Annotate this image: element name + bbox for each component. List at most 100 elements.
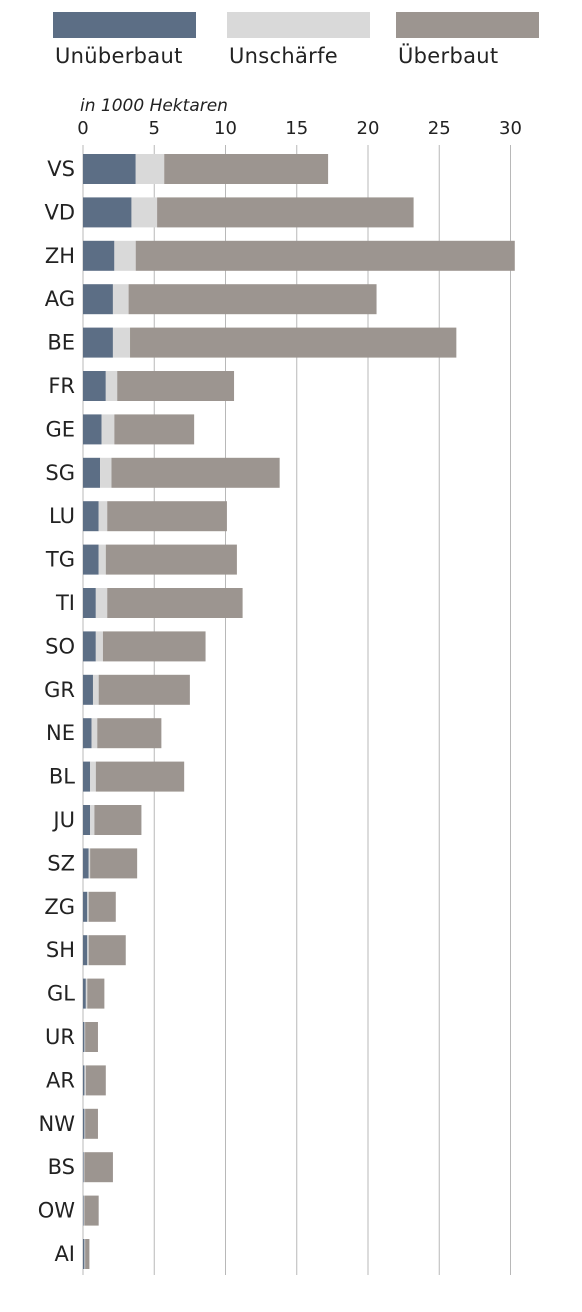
bar-ti-series-0 — [83, 588, 96, 618]
bar-ag-series-2 — [128, 284, 377, 315]
category-label-zh: ZH — [45, 244, 75, 268]
category-label-ar: AR — [46, 1068, 75, 1092]
bar-ne-series-1 — [91, 718, 98, 749]
legend-label-unueberbaut: Unüberbaut — [55, 44, 183, 68]
category-label-vs: VS — [47, 157, 75, 181]
bar-tg-series-2 — [105, 544, 237, 575]
bar-bs-series-1 — [83, 1152, 85, 1183]
bar-sz-series-1 — [88, 848, 91, 879]
category-label-ne: NE — [46, 721, 75, 745]
bar-ju-series-2 — [94, 805, 142, 835]
bar-sg-series-0 — [83, 457, 101, 488]
bar-ju-series-0 — [83, 805, 91, 835]
bar-sh-series-0 — [83, 935, 88, 966]
bar-ge-series-2 — [114, 414, 195, 445]
bar-bl-series-1 — [90, 761, 96, 792]
bar-bs-series-0 — [83, 1152, 84, 1183]
bar-vs-series-0 — [83, 154, 136, 184]
category-label-ow: OW — [38, 1199, 76, 1223]
bar-ge-series-1 — [101, 414, 115, 445]
bar-bl-series-0 — [83, 761, 91, 792]
x-axis-ticks: 0 5 10 15 20 25 30 — [77, 118, 522, 139]
bar-tg-series-1 — [98, 544, 106, 575]
bar-ag-series-1 — [112, 284, 129, 315]
x-tick-label: 10 — [214, 118, 237, 139]
category-label-so: SO — [45, 634, 75, 658]
bar-ne-series-2 — [97, 718, 162, 749]
bar-gr-series-0 — [83, 674, 93, 705]
bar-nw-series-0 — [83, 1108, 85, 1139]
category-label-zg: ZG — [44, 895, 75, 919]
bar-ti-series-2 — [107, 588, 243, 618]
bar-so-series-1 — [95, 631, 103, 662]
bar-ur-series-1 — [84, 1022, 86, 1052]
bar-ow-series-0 — [83, 1195, 84, 1226]
bar-ar-series-1 — [84, 1065, 86, 1096]
legend-label-ueberbaut: Überbaut — [398, 44, 499, 68]
x-tick-label: 5 — [149, 118, 160, 139]
bar-ai-series-0 — [83, 1239, 85, 1269]
bar-sz-series-0 — [83, 848, 89, 879]
bar-sz-series-2 — [90, 848, 138, 879]
bar-zh-series-1 — [114, 240, 136, 271]
category-label-vd: VD — [44, 200, 75, 224]
bar-fr-series-1 — [105, 371, 118, 401]
bar-ar-series-0 — [83, 1065, 85, 1096]
bar-sg-series-2 — [111, 457, 280, 488]
bar-ju-series-1 — [90, 805, 95, 835]
bar-nw-series-2 — [85, 1108, 98, 1139]
bar-bl-series-2 — [95, 761, 185, 792]
category-label-ti: TI — [55, 591, 75, 615]
bar-vs-series-1 — [135, 154, 165, 184]
bar-so-series-2 — [102, 631, 206, 662]
category-label-nw: NW — [39, 1112, 76, 1136]
bar-lu-series-2 — [107, 501, 227, 532]
bar-tg-series-0 — [83, 544, 99, 575]
category-label-gr: GR — [44, 678, 75, 702]
category-label-ai: AI — [54, 1242, 75, 1266]
bar-ow-series-2 — [84, 1195, 99, 1226]
bar-fr-series-0 — [83, 371, 106, 401]
bar-be-series-1 — [112, 327, 131, 358]
category-label-gl: GL — [47, 982, 75, 1006]
category-label-sz: SZ — [47, 851, 75, 875]
bar-gl-series-1 — [85, 978, 88, 1009]
bar-gl-series-0 — [83, 978, 86, 1009]
bar-sg-series-1 — [100, 457, 112, 488]
bar-zg-series-1 — [87, 891, 89, 922]
legend-swatch-unschaerfe — [227, 12, 370, 38]
bar-zh-series-2 — [135, 240, 515, 271]
bar-ne-series-0 — [83, 718, 92, 749]
bar-ar-series-2 — [85, 1065, 106, 1096]
bar-gr-series-2 — [98, 674, 190, 705]
category-label-fr: FR — [48, 374, 75, 398]
bar-ge-series-0 — [83, 414, 102, 445]
bar-vs-series-2 — [164, 154, 329, 184]
x-tick-label: 0 — [77, 118, 88, 139]
unit-label: in 1000 Hektaren — [80, 96, 228, 116]
bar-zg-series-2 — [88, 891, 116, 922]
x-tick-label: 15 — [285, 118, 308, 139]
category-label-lu: LU — [49, 504, 75, 528]
legend-swatch-unueberbaut — [53, 12, 196, 38]
bar-fr-series-2 — [117, 371, 235, 401]
bar-sh-series-2 — [88, 935, 126, 966]
category-label-ju: JU — [51, 808, 75, 832]
bar-ti-series-1 — [95, 588, 108, 618]
grid — [82, 145, 511, 1275]
bar-be-series-2 — [130, 327, 457, 358]
bars — [83, 154, 515, 1269]
bar-ai-series-2 — [85, 1239, 90, 1269]
bar-sh-series-1 — [87, 935, 89, 966]
bar-be-series-0 — [83, 327, 113, 358]
bar-zg-series-0 — [83, 891, 88, 922]
bar-zh-series-0 — [83, 240, 115, 271]
bar-bs-series-2 — [84, 1152, 113, 1183]
bar-lu-series-0 — [83, 501, 99, 532]
category-label-bl: BL — [49, 765, 75, 789]
category-label-sg: SG — [45, 461, 75, 485]
legend-label-unschaerfe: Unschärfe — [229, 44, 338, 68]
bar-lu-series-1 — [98, 501, 108, 532]
category-label-ge: GE — [45, 417, 75, 441]
